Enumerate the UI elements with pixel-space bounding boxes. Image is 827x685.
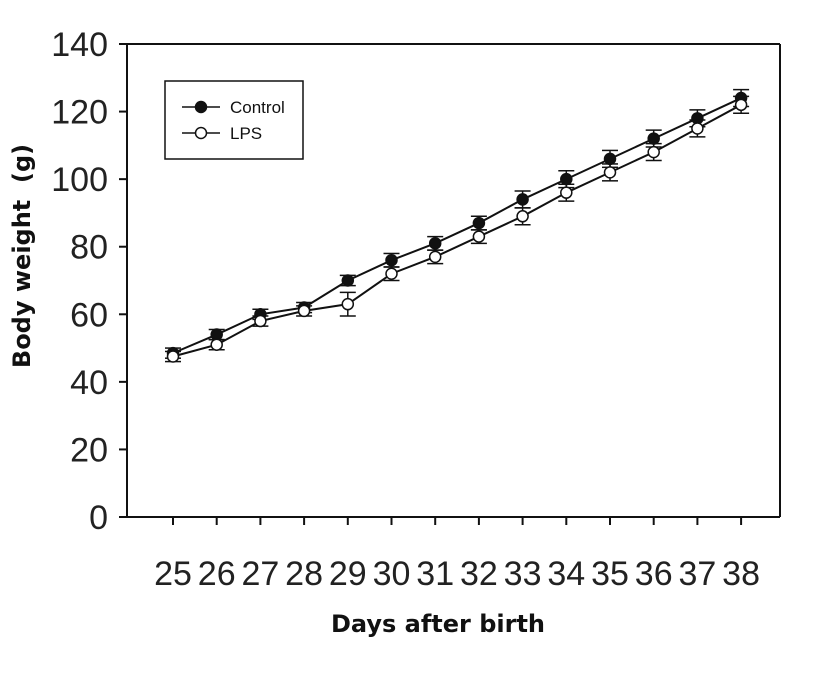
series-line-control — [172, 97, 742, 355]
x-tick-label: 28 — [285, 555, 323, 593]
x-tick-label: 30 — [373, 555, 411, 593]
legend-control-marker — [194, 100, 208, 114]
x-tick-label: 33 — [504, 555, 542, 593]
legend-box — [164, 80, 304, 160]
data-point-control — [385, 253, 398, 267]
data-point-control — [516, 193, 529, 206]
data-point-control — [428, 237, 442, 250]
x-tick-label: 37 — [678, 555, 716, 593]
series-line-lps — [172, 103, 742, 358]
data-point-lps — [691, 122, 704, 135]
plot-frame — [126, 43, 781, 518]
x-tick-label: 36 — [635, 555, 673, 593]
x-tick-label: 34 — [547, 555, 585, 593]
x-tick-label: 38 — [722, 555, 760, 593]
data-point-lps — [428, 250, 442, 264]
data-point-lps — [560, 186, 573, 199]
data-point-lps — [603, 166, 617, 179]
x-tick-label: 25 — [154, 555, 192, 593]
x-tick-label: 29 — [329, 555, 367, 593]
data-point-lps — [297, 304, 311, 318]
y-tick-label: 20 — [70, 431, 108, 469]
data-point-lps — [734, 98, 748, 112]
data-point-control — [210, 328, 223, 341]
x-tick-label: 26 — [198, 555, 236, 593]
data-point-lps — [254, 314, 267, 328]
series-layer — [165, 88, 750, 363]
data-point-control — [472, 216, 486, 230]
y-tick-label: 40 — [70, 364, 108, 402]
x-axis-ticks: 25 26 27 28 29 30 31 32 33 34 35 36 37 38 — [154, 517, 760, 593]
legend-lps-marker — [194, 126, 208, 140]
y-tick-label: 100 — [51, 161, 108, 199]
data-point-control — [603, 152, 617, 166]
x-tick-label: 31 — [416, 555, 454, 593]
data-point-control — [560, 172, 573, 186]
data-point-control — [341, 274, 355, 287]
legend-control-label: Control — [230, 98, 285, 117]
y-tick-label: 0 — [89, 499, 108, 537]
y-axis-title: Body weight (g) — [8, 144, 36, 368]
data-point-control — [647, 132, 660, 145]
x-tick-label: 27 — [241, 555, 279, 593]
legend-lps-label: LPS — [230, 124, 262, 143]
x-tick-label: 32 — [460, 555, 498, 593]
y-tick-label: 140 — [51, 26, 108, 64]
data-point-lps — [516, 210, 529, 223]
y-tick-label: 120 — [51, 94, 108, 132]
legend: Control LPS — [164, 80, 304, 160]
data-point-lps — [210, 338, 223, 351]
x-tick-label: 35 — [591, 555, 629, 593]
x-axis-title: Days after birth — [331, 610, 545, 638]
data-point-lps — [385, 267, 398, 280]
data-point-lps — [341, 297, 355, 311]
data-point-lps — [647, 145, 660, 159]
y-tick-label: 80 — [70, 229, 108, 267]
y-axis-ticks: 0 20 40 60 80 100 120 140 — [51, 26, 127, 537]
y-tick-label: 60 — [70, 296, 108, 334]
data-point-lps — [166, 350, 180, 363]
data-point-lps — [472, 230, 486, 243]
